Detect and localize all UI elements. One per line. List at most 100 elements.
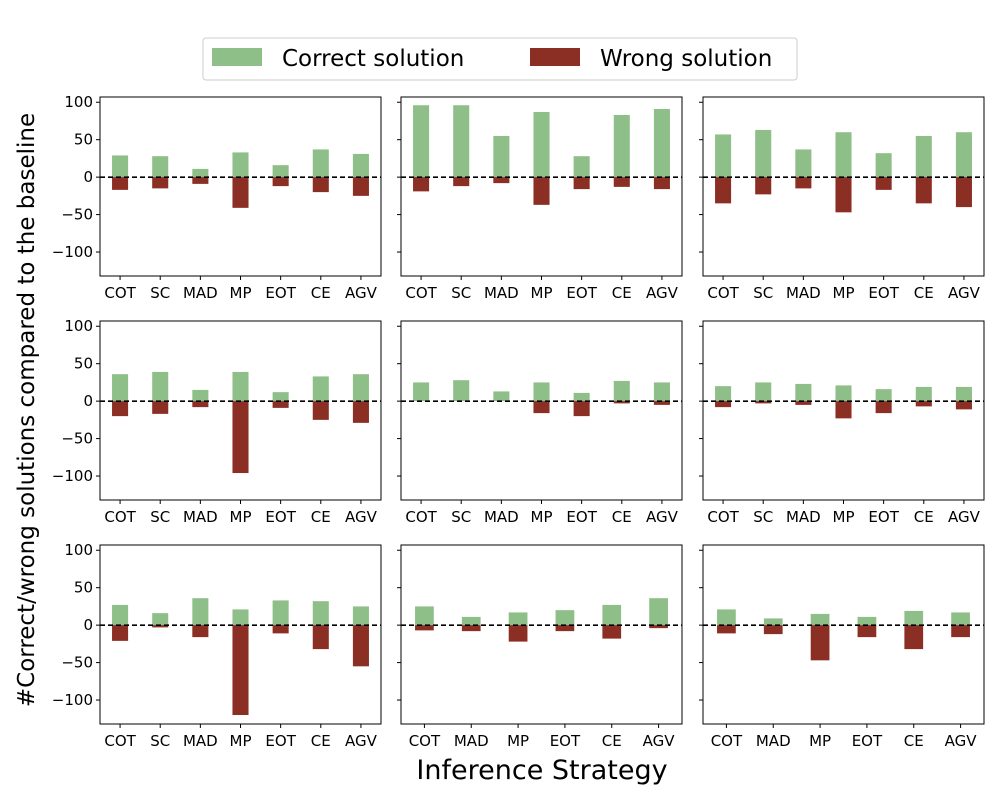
wrong-bar-cot [415,625,434,631]
legend-swatch-correct [212,48,262,66]
x-tick-label: CE [311,508,331,526]
correct-bar-mad [795,383,812,402]
y-tick-label: 50 [74,355,93,373]
x-tick-label: COT [405,508,437,526]
wrong-bar-mad [192,401,209,408]
wrong-bar-ce [915,177,932,204]
x-tick-label: CE [311,732,331,750]
correct-bar-agv [352,606,369,626]
wrong-bar-sc [152,401,169,414]
x-tick-label: EOT [265,732,296,750]
correct-bar-agv [352,153,369,178]
correct-bar-agv [649,598,668,626]
y-tick-label: 100 [64,93,93,111]
wrong-bar-mp [810,625,830,661]
correct-bar-ce [602,604,622,626]
correct-bar-agv [951,612,970,626]
x-tick-label: EOT [852,732,883,750]
correct-bar-mp [533,382,550,402]
correct-bar-agv [352,374,369,402]
wrong-bar-mp [232,401,249,474]
correct-bar-sc [453,380,470,402]
x-tick-label: MP [809,732,831,750]
wrong-bar-mp [835,401,852,419]
subplot-1: 100 50 0 −50 −100 COT SC MAD MP EOT CE AGV [52,93,382,302]
wrong-bar-sc [755,177,772,195]
x-tick-label: EOT [550,732,581,750]
correct-bar-eot [272,600,289,626]
legend-label-wrong: Wrong solution [600,46,772,72]
subplot-8: COT MAD MP EOT CE AGV [397,544,683,750]
x-tick-label: MAD [756,732,791,750]
x-tick-label: MP [230,732,252,750]
wrong-bar-mad [763,625,783,635]
y-tick-label: −50 [61,206,93,224]
wrong-bar-ce [312,177,329,193]
x-tick-label: SC [451,284,471,302]
correct-bar-eot [555,610,575,626]
x-tick-label: COT [104,508,136,526]
y-tick-label: −50 [61,430,93,448]
correct-bar-agv [955,386,972,402]
x-axis-label: Inference Strategy [416,755,667,786]
x-tick-label: MP [230,284,252,302]
correct-bar-eot [875,389,892,402]
wrong-bar-agv [352,177,369,196]
wrong-bar-mp [508,625,528,642]
x-tick-label: COT [711,732,743,750]
x-tick-label: AGV [643,732,676,750]
y-tick-label: 50 [74,579,93,597]
wrong-bar-ce [602,625,622,639]
wrong-bar-ce [613,177,630,187]
x-tick-label: AGV [646,284,679,302]
wrong-bar-cot [715,177,732,204]
correct-bar-cot [717,609,736,626]
wrong-bar-mp [533,401,550,414]
correct-bar-sc [453,105,470,178]
wrong-bar-agv [653,177,670,190]
wrong-bar-eot [875,401,892,414]
wrong-bar-cot [112,401,129,417]
wrong-bar-eot [573,177,590,190]
x-tick-label: CE [914,284,934,302]
correct-bar-mp [810,613,830,626]
x-tick-label: EOT [868,284,899,302]
axes-frame [400,544,683,725]
x-tick-label: EOT [566,508,597,526]
x-tick-label: AGV [345,284,378,302]
correct-bar-agv [653,108,670,178]
correct-bar-mp [232,371,249,402]
x-tick-label: CE [612,508,632,526]
subplot-6: COT SC MAD MP EOT CE AGV [699,320,985,526]
wrong-bar-cot [112,177,129,190]
wrong-bar-sc [755,401,772,404]
y-tick-label: −100 [52,691,93,709]
x-tick-label: COT [104,284,136,302]
x-tick-label: COT [409,732,441,750]
x-tick-label: SC [150,284,170,302]
y-tick-label: 50 [74,131,93,149]
y-tick-label: −50 [61,654,93,672]
y-tick-label: 0 [83,616,93,634]
correct-bar-ce [904,610,924,626]
wrong-bar-cot [112,625,129,641]
correct-bar-ce [915,135,932,178]
wrong-bar-agv [352,625,369,667]
correct-bar-cot [112,155,129,178]
correct-bar-eot [272,392,289,402]
subplot-4: 100 50 0 −50 −100 COT SC MAD MP EOT CE AGV [52,317,382,526]
x-tick-label: CE [311,284,331,302]
wrong-bar-sc [453,177,470,187]
wrong-bar-agv [352,401,369,423]
correct-bar-eot [573,392,590,402]
wrong-bar-agv [955,177,972,208]
x-tick-label: SC [753,284,773,302]
wrong-bar-eot [555,625,575,632]
wrong-bar-agv [649,625,668,629]
wrong-bar-mp [835,177,852,213]
y-tick-label: 100 [64,317,93,335]
y-tick-label: 0 [83,392,93,410]
x-tick-label: MAD [484,284,519,302]
wrong-bar-ce [312,625,329,650]
